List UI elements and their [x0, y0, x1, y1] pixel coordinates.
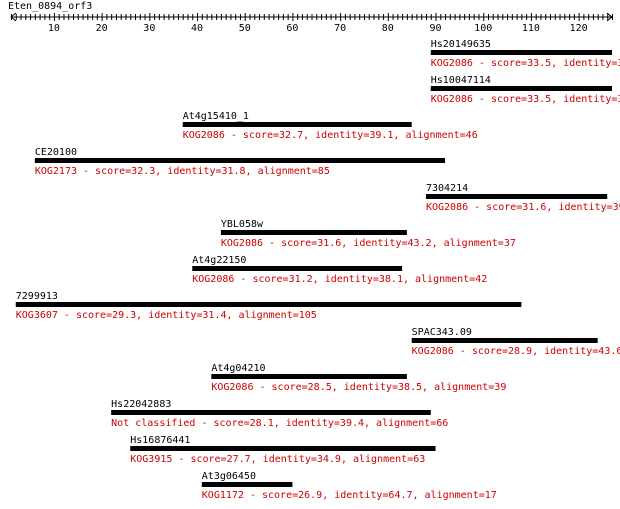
hit-name: CE20100: [35, 147, 77, 158]
hit-bar: [430, 86, 612, 91]
ruler-tick-label: 70: [334, 23, 346, 34]
ruler-tick-label: 20: [96, 23, 108, 34]
hit-annotation: KOG2086 - score=28.5, identity=38.5, ali…: [211, 382, 506, 393]
hit-annotation: KOG2086 - score=33.5, identity=39.5, ali…: [431, 58, 620, 69]
ruler-tick-label: 50: [239, 23, 251, 34]
ruler-tick-label: 60: [286, 23, 298, 34]
ruler-tick-label: 40: [191, 23, 203, 34]
hit-name: At4g04210: [211, 363, 265, 374]
hit-bar: [182, 122, 412, 127]
hit-name: Hs22042883: [111, 399, 171, 410]
hit-annotation: KOG2173 - score=32.3, identity=31.8, ali…: [35, 166, 330, 177]
hit-bar: [192, 266, 403, 271]
hit-annotation: KOG2086 - score=33.5, identity=39.5, ali…: [431, 94, 620, 105]
hit-name: 7299913: [16, 291, 58, 302]
ruler-tick-label: 10: [48, 23, 60, 34]
hit-annotation: KOG3915 - score=27.7, identity=34.9, ali…: [130, 454, 425, 465]
hit-annotation: KOG2086 - score=31.6, identity=39.5, ali…: [426, 202, 620, 213]
hit-bar: [411, 338, 598, 343]
hit-bar: [430, 50, 612, 55]
hit-bar: [15, 302, 522, 307]
hit-annotation: KOG3607 - score=29.3, identity=31.4, ali…: [16, 310, 317, 321]
hit-annotation: KOG2086 - score=32.7, identity=39.1, ali…: [183, 130, 478, 141]
hit-name: At4g22150: [192, 255, 246, 266]
hit-annotation: KOG2086 - score=28.9, identity=43.6, ali…: [412, 346, 620, 357]
hit-name: YBL058w: [221, 219, 264, 230]
hit-bar: [425, 194, 608, 199]
ruler-tick-label: 120: [570, 23, 588, 34]
hit-bar: [220, 230, 407, 235]
hit-bar: [34, 158, 446, 163]
sequence-title: Eten_0894_orf3: [8, 1, 93, 12]
hit-annotation: KOG2086 - score=31.2, identity=38.1, ali…: [192, 274, 487, 285]
hit-name: SPAC343.09: [412, 327, 472, 338]
ruler-tick-label: 110: [522, 23, 540, 34]
hit-name: At3g06450: [202, 471, 256, 482]
hit-name: At4g15410_1: [183, 111, 249, 122]
ruler-tick-label: 90: [429, 23, 441, 34]
hit-annotation: Not classified - score=28.1, identity=39…: [111, 418, 448, 429]
hit-bar: [130, 446, 436, 451]
hit-name: 7304214: [426, 183, 468, 194]
ruler-tick-label: 30: [143, 23, 155, 34]
hit-name: Hs10047114: [431, 75, 491, 86]
hit-name: Hs20149635: [431, 39, 491, 50]
hit-name: Hs16876441: [130, 435, 190, 446]
hit-bar: [211, 374, 407, 379]
ruler-tick-label: 100: [474, 23, 492, 34]
hit-bar: [201, 482, 293, 487]
ruler-tick-label: 80: [382, 23, 394, 34]
hit-annotation: KOG2086 - score=31.6, identity=43.2, ali…: [221, 238, 516, 249]
hit-annotation: KOG1172 - score=26.9, identity=64.7, ali…: [202, 490, 497, 501]
hit-bar: [111, 410, 431, 415]
